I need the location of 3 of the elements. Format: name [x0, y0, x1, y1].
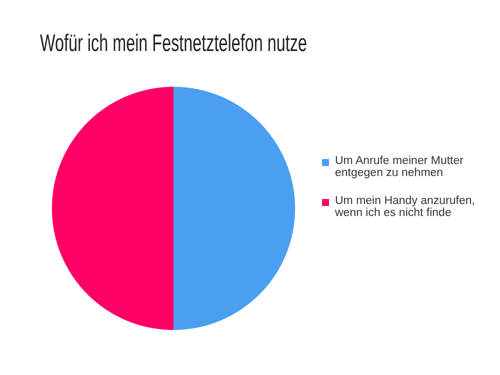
- legend-label: Um Anrufe meiner Mutter entgegen zu nehmen: [335, 155, 464, 179]
- legend-label: Um mein Handy anzurufen, wenn ich es nicht finde: [335, 195, 476, 219]
- chart-title: Wofür ich mein Festnetztelefon nutze: [40, 30, 307, 57]
